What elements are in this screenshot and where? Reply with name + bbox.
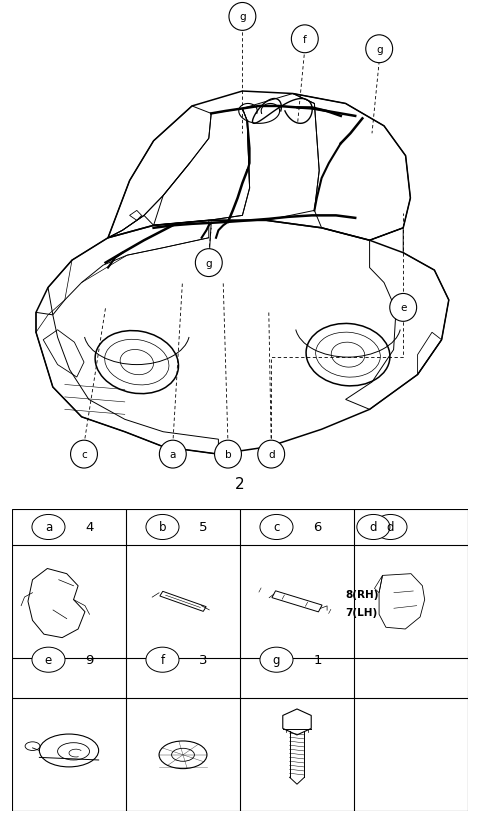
Circle shape xyxy=(146,647,179,672)
Text: e: e xyxy=(45,653,52,667)
Text: 1: 1 xyxy=(313,653,322,667)
Text: 9: 9 xyxy=(85,653,94,667)
Circle shape xyxy=(366,36,393,64)
Circle shape xyxy=(215,440,241,469)
Text: b: b xyxy=(225,450,231,460)
Circle shape xyxy=(357,515,390,540)
Text: 8(RH): 8(RH) xyxy=(345,590,378,599)
Circle shape xyxy=(32,515,65,540)
Text: d: d xyxy=(370,521,377,534)
Circle shape xyxy=(374,515,407,540)
Text: b: b xyxy=(159,521,166,534)
Text: g: g xyxy=(239,12,246,22)
Text: a: a xyxy=(45,521,52,534)
Text: c: c xyxy=(81,450,87,460)
Circle shape xyxy=(260,647,293,672)
Circle shape xyxy=(71,440,97,469)
Text: f: f xyxy=(303,35,307,45)
Circle shape xyxy=(229,3,256,31)
Circle shape xyxy=(146,515,179,540)
Text: 3: 3 xyxy=(199,653,208,667)
Circle shape xyxy=(258,440,285,469)
Circle shape xyxy=(390,294,417,322)
Circle shape xyxy=(260,515,293,540)
Text: g: g xyxy=(273,653,280,667)
Circle shape xyxy=(159,440,186,469)
Text: 7(LH): 7(LH) xyxy=(345,607,377,617)
Text: f: f xyxy=(160,653,165,667)
Circle shape xyxy=(32,647,65,672)
Text: g: g xyxy=(205,258,212,268)
Text: d: d xyxy=(268,450,275,460)
Text: a: a xyxy=(169,450,176,460)
Text: 4: 4 xyxy=(85,521,94,534)
Text: 2: 2 xyxy=(235,477,245,492)
Text: d: d xyxy=(387,521,394,534)
Circle shape xyxy=(195,249,222,277)
Circle shape xyxy=(291,26,318,54)
Text: 6: 6 xyxy=(313,521,322,534)
Text: 5: 5 xyxy=(199,521,208,534)
Text: c: c xyxy=(273,521,280,534)
Text: g: g xyxy=(376,45,383,55)
Text: e: e xyxy=(400,303,407,313)
